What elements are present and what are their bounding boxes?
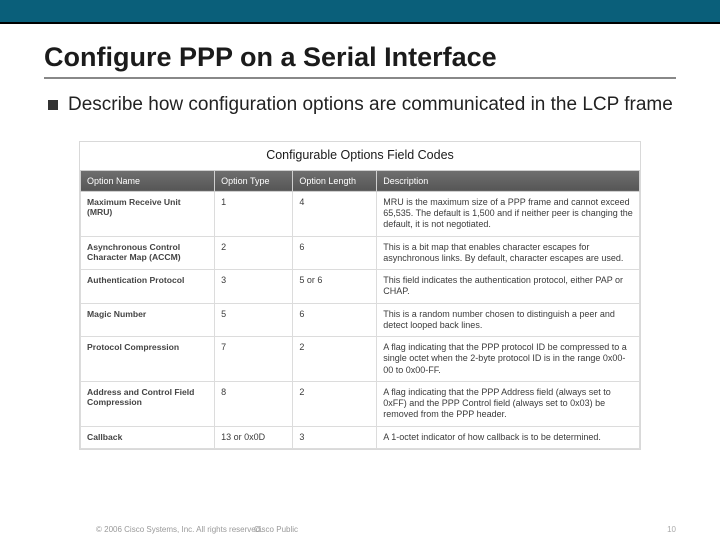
table-row: Address and Control Field Compression 8 … [81,381,640,426]
table-header-row: Option Name Option Type Option Length De… [81,170,640,191]
cell-type: 13 or 0x0D [215,426,293,448]
cell-type: 2 [215,236,293,270]
cell-length: 5 or 6 [293,270,377,304]
footer-page-number: 10 [667,525,676,534]
options-table: Option Name Option Type Option Length De… [80,170,640,449]
cell-name: Protocol Compression [81,337,215,382]
table-caption: Configurable Options Field Codes [80,142,640,170]
table-body: Maximum Receive Unit (MRU) 1 4 MRU is th… [81,191,640,448]
col-header-type: Option Type [215,170,293,191]
page-title: Configure PPP on a Serial Interface [44,42,676,73]
col-header-description: Description [377,170,640,191]
bullet-square-icon [48,100,58,110]
table-row: Asynchronous Control Character Map (ACCM… [81,236,640,270]
cell-type: 1 [215,191,293,236]
cell-name: Asynchronous Control Character Map (ACCM… [81,236,215,270]
bullet-text: Describe how configuration options are c… [68,94,673,115]
options-table-panel: Configurable Options Field Codes Option … [79,141,641,450]
table-row: Maximum Receive Unit (MRU) 1 4 MRU is th… [81,191,640,236]
table-row: Callback 13 or 0x0D 3 A 1-octet indicato… [81,426,640,448]
cell-name: Address and Control Field Compression [81,381,215,426]
footer-classification: Cisco Public [254,525,298,534]
cell-name: Maximum Receive Unit (MRU) [81,191,215,236]
cell-type: 5 [215,303,293,337]
table-row: Magic Number 5 6 This is a random number… [81,303,640,337]
cell-length: 2 [293,337,377,382]
table-row: Authentication Protocol 3 5 or 6 This fi… [81,270,640,304]
table-row: Protocol Compression 7 2 A flag indicati… [81,337,640,382]
cell-type: 3 [215,270,293,304]
cell-type: 8 [215,381,293,426]
top-bar [0,0,720,24]
col-header-name: Option Name [81,170,215,191]
cell-name: Callback [81,426,215,448]
cell-length: 4 [293,191,377,236]
cell-desc: This field indicates the authentication … [377,270,640,304]
title-underline [44,77,676,79]
cell-length: 6 [293,303,377,337]
cell-desc: A flag indicating that the PPP Address f… [377,381,640,426]
cell-name: Magic Number [81,303,215,337]
cell-name: Authentication Protocol [81,270,215,304]
col-header-length: Option Length [293,170,377,191]
slide-content: Configure PPP on a Serial Interface Desc… [0,24,720,450]
cell-desc: A 1-octet indicator of how callback is t… [377,426,640,448]
footer-copyright: © 2006 Cisco Systems, Inc. All rights re… [96,525,262,534]
cell-type: 7 [215,337,293,382]
cell-desc: This is a random number chosen to distin… [377,303,640,337]
bullet-item: Describe how configuration options are c… [44,93,676,117]
cell-length: 2 [293,381,377,426]
cell-desc: This is a bit map that enables character… [377,236,640,270]
cell-length: 3 [293,426,377,448]
cell-desc: A flag indicating that the PPP protocol … [377,337,640,382]
cell-desc: MRU is the maximum size of a PPP frame a… [377,191,640,236]
cell-length: 6 [293,236,377,270]
